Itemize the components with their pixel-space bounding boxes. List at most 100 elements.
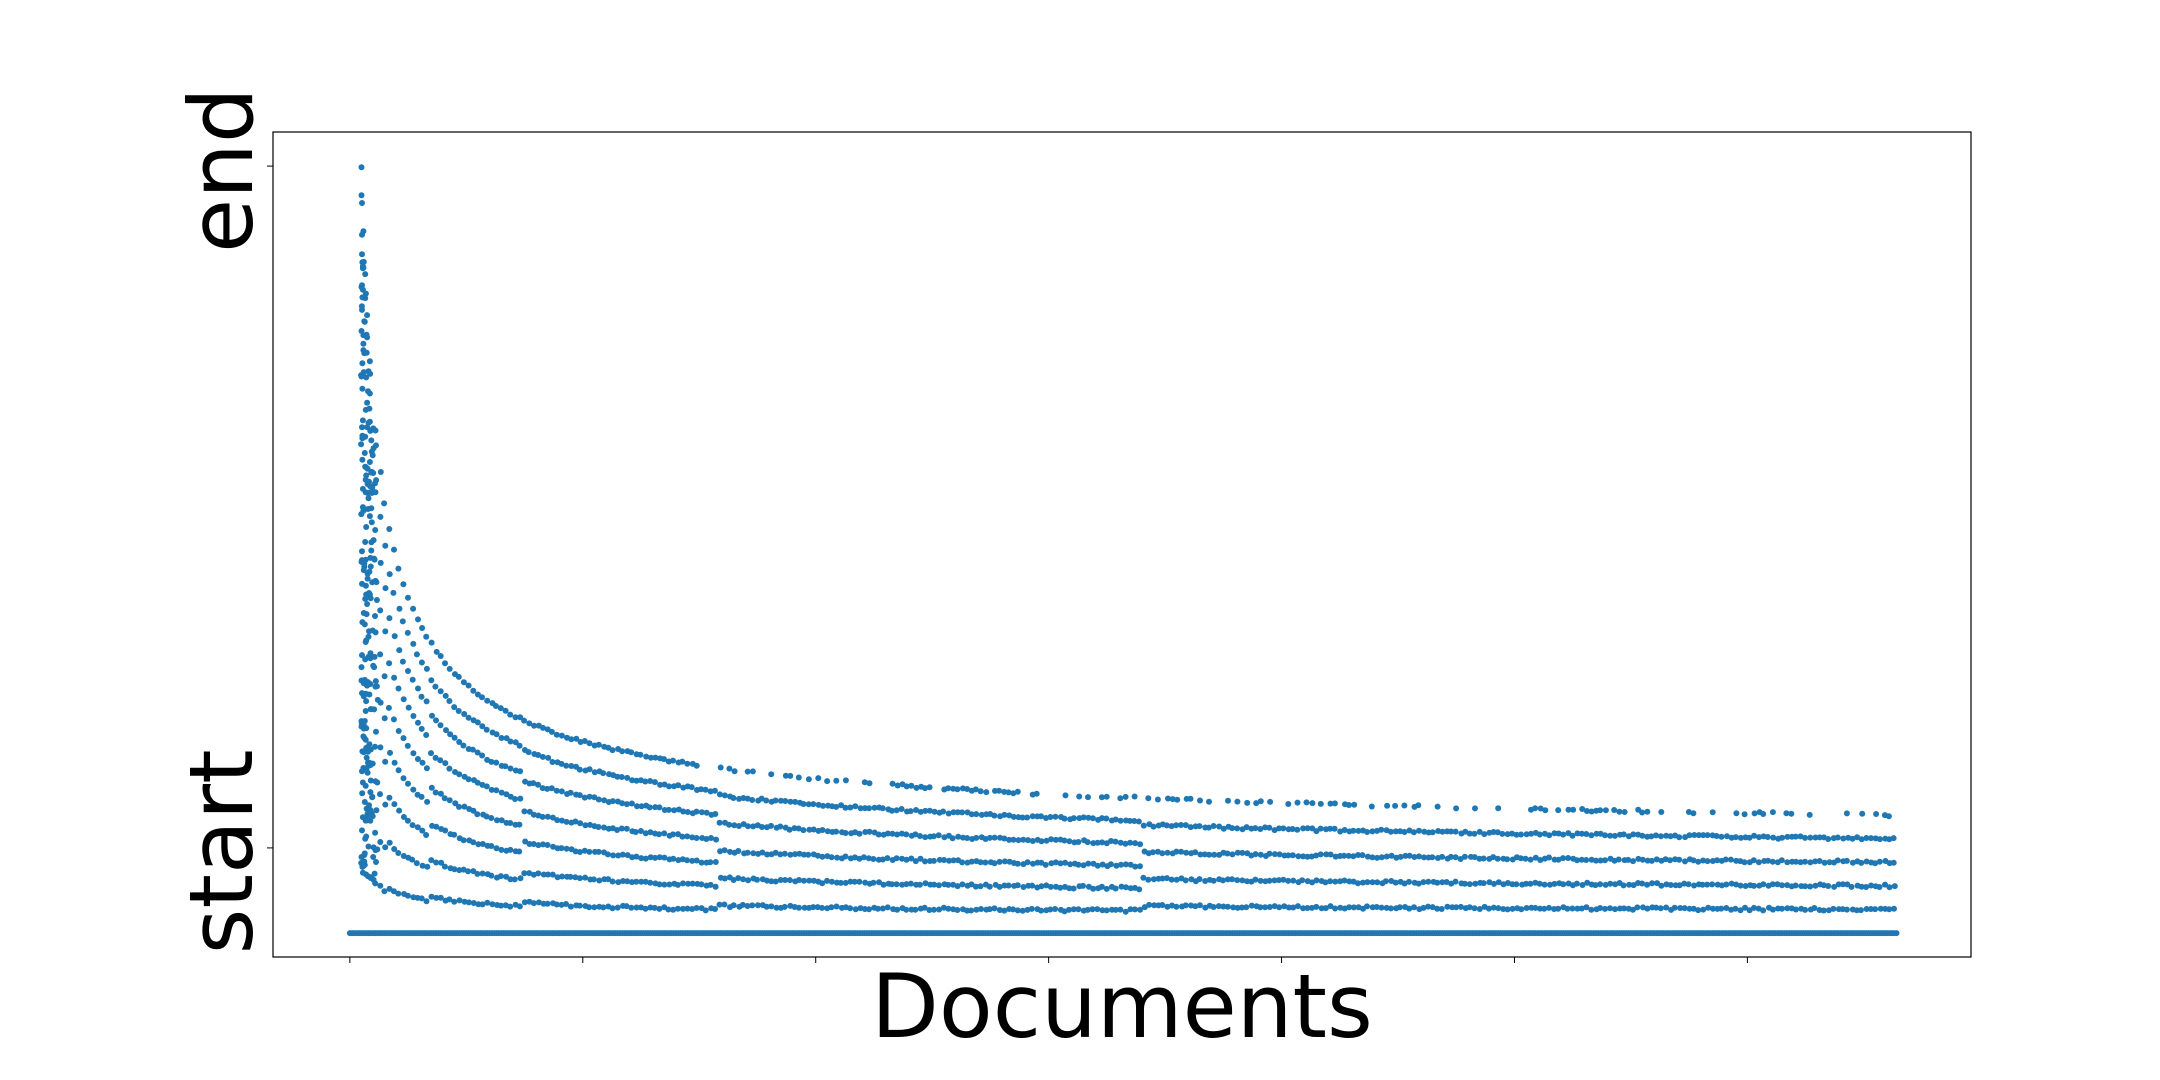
data-point (1065, 906, 1072, 913)
data-point (1090, 885, 1097, 892)
data-point (716, 819, 723, 826)
data-point (949, 835, 956, 842)
data-point (954, 809, 961, 816)
data-point (544, 785, 551, 792)
data-point (1257, 904, 1264, 911)
data-point (395, 728, 402, 734)
data-point (707, 859, 714, 866)
data-point (1607, 905, 1613, 912)
data-point (1476, 906, 1483, 912)
data-point (441, 863, 448, 870)
data-point (991, 905, 998, 912)
data-point (1523, 905, 1530, 911)
data-point (526, 870, 533, 877)
data-point (428, 857, 435, 864)
data-point (1178, 822, 1184, 828)
data-point (1420, 879, 1427, 886)
data-point (1602, 807, 1609, 814)
data-point (628, 800, 635, 807)
data-point (428, 677, 435, 684)
data-point (386, 615, 393, 622)
data-point (1542, 807, 1549, 814)
data-point (474, 870, 481, 877)
data-point (358, 441, 365, 448)
data-point (1085, 860, 1092, 867)
data-point (369, 813, 376, 820)
data-point (1067, 861, 1074, 868)
data-point (361, 718, 368, 724)
data-point (399, 618, 406, 625)
data-point (1331, 800, 1338, 807)
data-point (1667, 882, 1674, 888)
data-point (1676, 834, 1683, 841)
data-point (1020, 884, 1027, 890)
data-point (837, 879, 844, 886)
y-axis-ticks (267, 165, 273, 849)
data-point (894, 906, 901, 913)
data-point (1812, 834, 1819, 841)
data-point (1447, 853, 1454, 860)
data-point (474, 719, 481, 726)
data-point (382, 542, 389, 549)
data-point (372, 743, 378, 750)
data-point (1713, 833, 1720, 839)
data-point (1294, 826, 1301, 833)
data-point (1792, 858, 1799, 865)
data-point (1593, 857, 1599, 864)
data-point (1834, 857, 1841, 864)
data-point (595, 796, 602, 803)
data-point (1127, 861, 1134, 868)
data-point (1341, 877, 1348, 884)
data-point (842, 879, 849, 886)
data-point (834, 854, 841, 861)
data-point (1257, 826, 1264, 832)
data-point (381, 673, 388, 680)
data-point (1070, 885, 1077, 892)
data-point (656, 881, 663, 888)
data-point (360, 228, 367, 235)
data-point (451, 704, 458, 711)
data-point (595, 824, 602, 830)
data-point (1532, 854, 1539, 861)
data-point (553, 787, 560, 794)
data-point (1122, 861, 1129, 868)
data-point (1588, 906, 1595, 913)
data-point (1173, 848, 1180, 855)
data-point (531, 722, 538, 729)
data-point (371, 556, 378, 563)
data-point (365, 843, 372, 850)
data-point (954, 786, 961, 793)
data-point (1410, 829, 1417, 836)
data-point (1080, 814, 1087, 821)
data-point (1369, 879, 1376, 886)
data-point (913, 807, 919, 813)
data-point (390, 589, 397, 596)
data-point (433, 859, 440, 866)
data-point (1778, 905, 1785, 912)
data-point (1602, 881, 1609, 888)
data-point (637, 828, 644, 834)
data-point (525, 749, 532, 756)
data-point (553, 731, 560, 738)
data-point (1574, 905, 1581, 912)
data-point (1597, 857, 1604, 864)
data-point (437, 894, 444, 901)
data-point (1868, 882, 1875, 889)
data-point (1350, 853, 1357, 860)
data-point (1187, 795, 1194, 802)
data-point (1131, 818, 1138, 824)
data-point (758, 824, 765, 830)
data-point (1322, 905, 1329, 912)
data-point (684, 760, 691, 767)
data-point (1309, 800, 1316, 807)
data-point (498, 846, 505, 853)
data-point (1472, 805, 1478, 812)
data-point (1863, 906, 1870, 912)
data-point (740, 876, 747, 883)
data-point (1387, 828, 1394, 835)
data-point (693, 905, 700, 911)
data-point (1010, 836, 1017, 843)
data-point (1290, 904, 1297, 911)
data-point (935, 832, 942, 839)
data-point (1089, 815, 1096, 822)
